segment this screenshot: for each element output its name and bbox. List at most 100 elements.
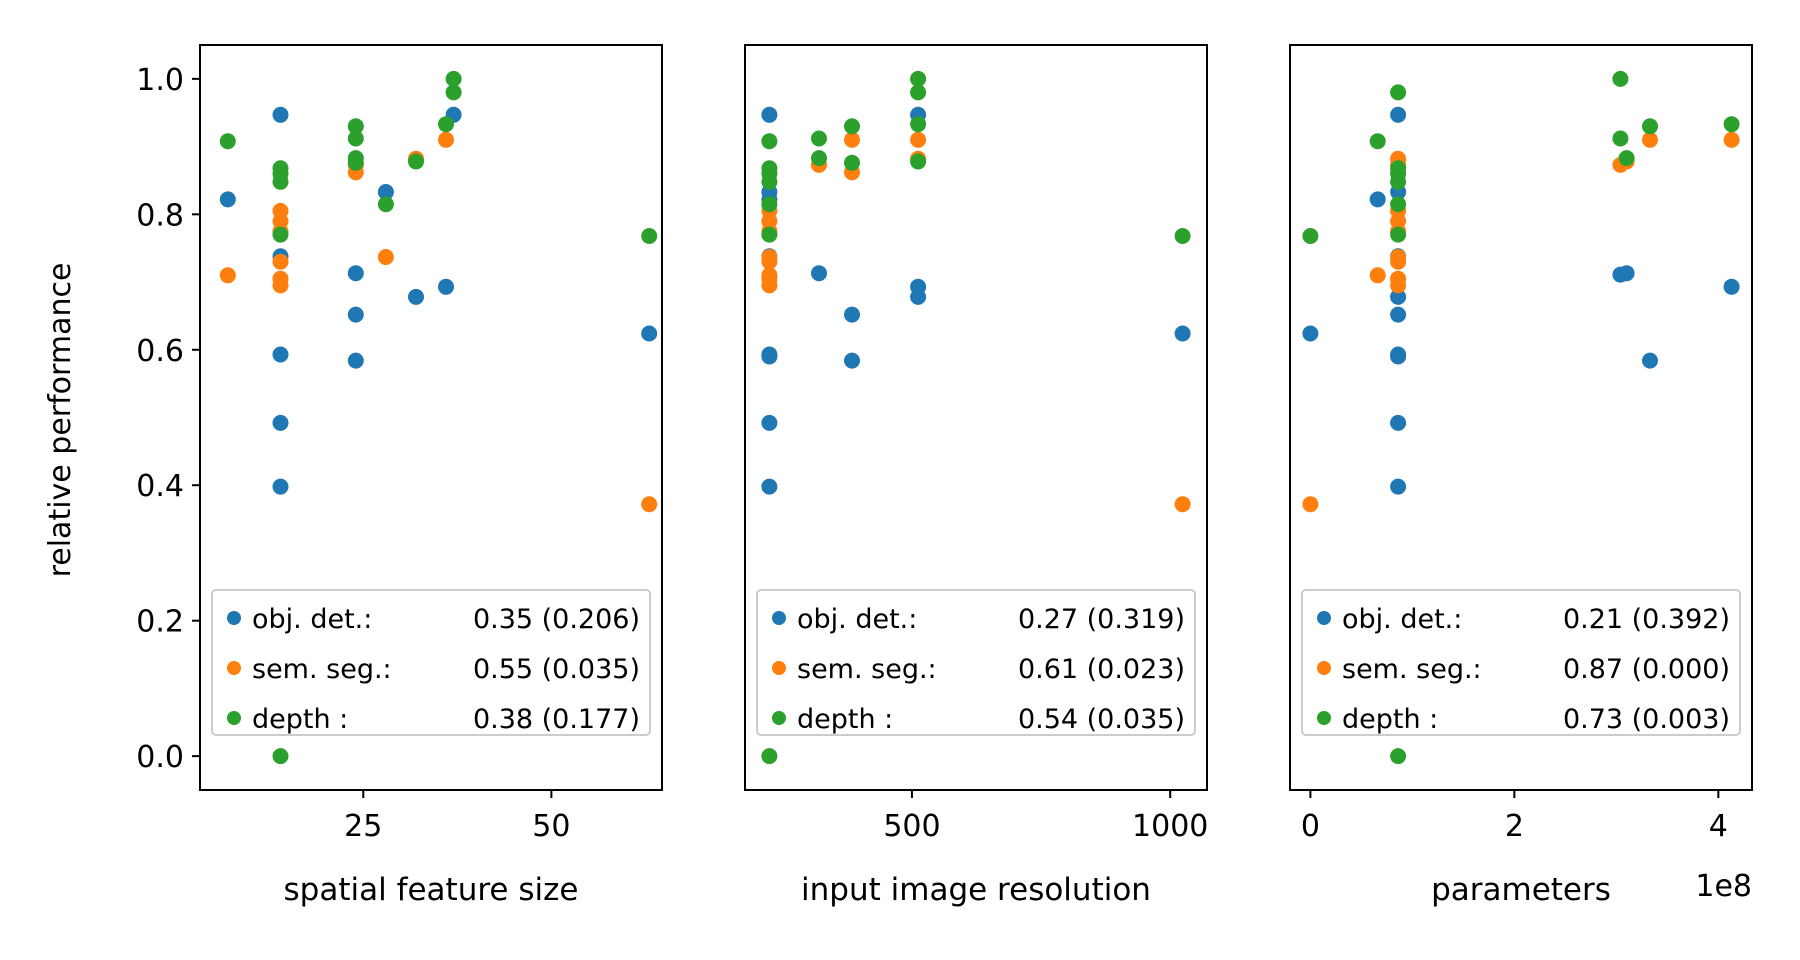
point-depth [272,748,289,765]
panel-input-image-resolution: 500 1000 input image resolution obj. det.: 0… [744,44,1208,908]
data-points [761,70,1191,765]
y-tick-label: 0.6 [136,334,184,369]
point-obj-det [438,278,454,295]
legend-marker [1317,611,1331,625]
point-obj-det [1390,288,1407,305]
point-depth [1618,150,1635,167]
y-tick-label: 1.0 [136,63,184,98]
point-obj-det [844,306,860,323]
point-sem-seg [272,253,289,270]
legend-stat: 0.55 (0.035) [473,654,640,685]
point-depth [1390,84,1407,101]
point-depth [408,153,424,170]
point-obj-det [347,352,364,369]
point-depth [910,153,927,170]
legend: obj. det.: 0.27 (0.319) sem. seg.: 0.61 (0.… [756,589,1196,736]
point-obj-det [844,352,860,369]
legend-label: sem. seg.: [1342,654,1482,685]
legend-label: sem. seg.: [252,654,392,685]
point-obj-det [1618,265,1635,282]
legend-stat: 0.35 (0.206) [473,604,640,635]
point-depth [377,196,394,213]
legend: obj. det.: 0.21 (0.392) sem. seg.: 0.87 (0.… [1301,589,1741,736]
point-depth [910,116,927,133]
point-depth [438,116,454,133]
point-obj-det [811,265,827,282]
point-sem-seg [641,496,658,513]
point-depth [1642,118,1658,135]
point-obj-det [1369,191,1386,208]
point-depth [1612,70,1629,87]
axes-frame [744,44,1208,791]
axes-frame [1289,44,1753,791]
x-axis-label: spatial feature size [284,872,579,908]
x-axis-label: parameters [1431,872,1611,908]
point-depth [1174,228,1191,244]
point-obj-det [1390,414,1407,431]
point-obj-det [1390,106,1407,123]
legend-marker [1317,711,1331,725]
y-tick-label: 0.8 [136,198,184,233]
point-obj-det [1390,306,1407,323]
x-tick-label: 0 [1301,809,1320,844]
point-obj-det [910,288,927,305]
point-obj-det [1723,278,1740,295]
y-tick-label: 0.2 [136,605,184,640]
point-depth [445,70,462,87]
legend-stat: 0.73 (0.003) [1563,704,1730,735]
legend-label: depth : [252,704,348,735]
point-depth [761,133,778,150]
panel-parameters: 0 2 4 parameters 1e8 obj. det.: 0.21 (0.392) se… [1289,44,1753,908]
point-sem-seg [761,277,778,294]
point-depth [811,150,827,167]
legend-label: obj. det.: [1342,604,1462,635]
point-depth [347,154,364,171]
legend-stat: 0.61 (0.023) [1018,654,1185,685]
legend-marker [772,611,786,625]
x-tick-label: 500 [883,809,940,844]
point-sem-seg [844,131,860,148]
point-obj-det [272,414,289,431]
point-obj-det [377,184,394,200]
data-points [1302,70,1740,765]
point-depth [219,133,236,150]
y-tick-label: 0.0 [136,740,184,775]
legend-marker [772,711,786,725]
point-depth [1390,748,1407,765]
legend-label: depth : [1342,704,1438,735]
point-obj-det [1390,478,1407,495]
point-obj-det [1174,325,1191,342]
point-sem-seg [1723,131,1740,148]
point-obj-det [272,106,289,123]
legend-marker [1317,661,1331,675]
point-sem-seg [1174,496,1191,513]
point-obj-det [1642,352,1658,369]
x-offset-label: 1e8 [1695,869,1752,904]
legend-stat: 0.87 (0.000) [1563,654,1730,685]
point-depth [641,228,658,244]
point-sem-seg [910,131,927,148]
legend-label: obj. det.: [252,604,372,635]
point-obj-det [272,346,289,363]
point-sem-seg [1302,496,1319,513]
legend-marker [227,661,241,675]
axes-frame [199,44,663,791]
x-axis-label: input image resolution [801,872,1151,908]
point-obj-det [761,348,778,365]
point-depth [761,173,778,190]
legend-stat: 0.27 (0.319) [1018,604,1185,635]
point-obj-det [347,306,364,323]
point-obj-det [761,414,778,431]
point-depth [761,226,778,243]
legend-box [211,589,651,736]
point-depth [1723,116,1740,133]
point-obj-det [347,265,364,282]
point-obj-det [641,325,658,342]
point-depth [347,118,364,135]
point-depth [910,84,927,101]
point-depth [910,70,927,87]
point-sem-seg [272,277,289,294]
data-points [219,70,658,765]
point-obj-det [1302,325,1319,342]
